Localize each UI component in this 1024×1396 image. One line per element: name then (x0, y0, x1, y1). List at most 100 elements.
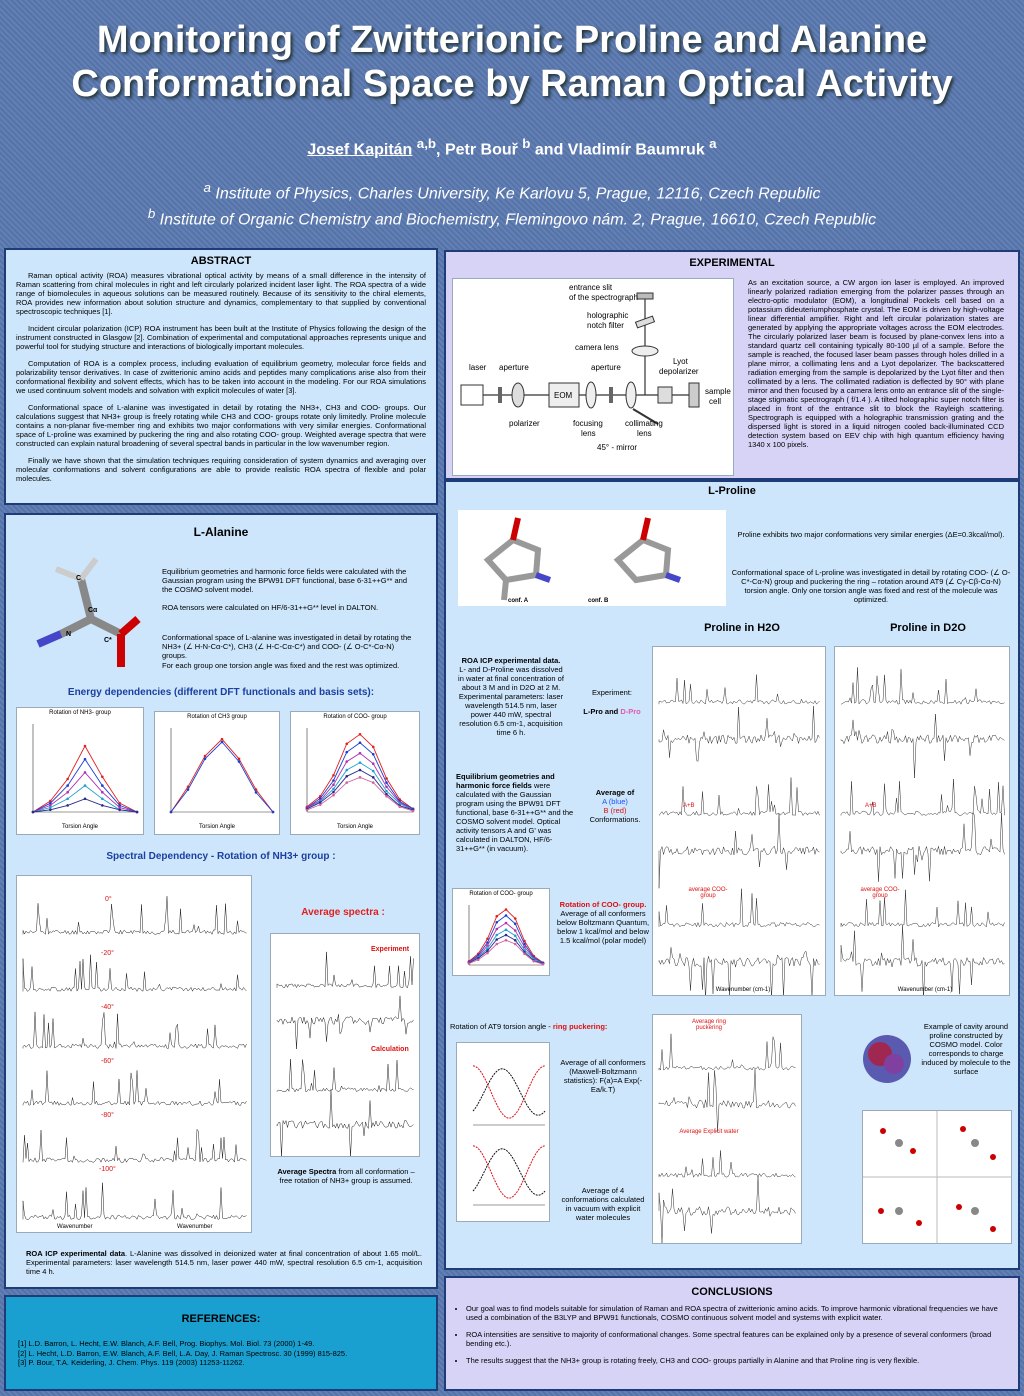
label-polarizer: polarizer (509, 419, 540, 428)
label-camera-lens: camera lens (575, 343, 619, 352)
data-point (332, 793, 335, 797)
data-point (523, 952, 526, 956)
proline-roa-note: ROA ICP experimental data. L- and D-Prol… (456, 656, 566, 737)
spectrum-trace (658, 706, 820, 762)
data-point (101, 804, 104, 807)
data-point (513, 934, 517, 938)
data-point (186, 788, 190, 791)
conclusions-list: Our goal was to find models suitable for… (446, 1304, 1018, 1365)
data-point (83, 771, 87, 774)
data-point (467, 962, 471, 965)
data-point (385, 777, 388, 780)
proline-roa-title: ROA ICP experimental data. (461, 656, 561, 665)
proline-text-2: Conformational space of L-proline was in… (731, 568, 1011, 604)
data-point (305, 808, 309, 812)
label-cell: cell (709, 397, 722, 406)
spectrum-trace (658, 947, 820, 1001)
nh3-rotation-spectra: 0° -20° -40° -60° -80° -100° Wavenumber … (16, 875, 252, 1233)
label-lyot: Lyot (673, 357, 688, 366)
label-laser: laser (469, 363, 487, 372)
spectrum-trace (658, 813, 820, 889)
data-point (66, 790, 69, 794)
label-notch-filter: notch filter (587, 321, 624, 330)
data-point (371, 769, 375, 773)
at9-heading: Rotation of AT9 torsion angle - ring puc… (450, 1022, 650, 1031)
data-point (385, 794, 388, 798)
polarizer-shape (511, 382, 525, 408)
spectrum-trace (658, 1033, 796, 1071)
spectrum-trace (658, 1069, 796, 1132)
alanine-roa-bold: ROA ICP experimental data (26, 1249, 126, 1258)
energy-chart-nh3: Rotation of NH3- group Torsion Angle (16, 707, 144, 835)
conformations-label: Conformations. (589, 815, 641, 824)
data-point (504, 908, 508, 911)
abstract-p1: Raman optical activity (ROA) measures vi… (16, 271, 426, 316)
experimental-text: As an excitation source, a CW argon ion … (748, 278, 1004, 449)
at9-curve-red (472, 1065, 546, 1119)
angle-100: -100° (99, 1166, 116, 1173)
spectrum-trace (22, 1128, 247, 1163)
data-point (345, 750, 349, 754)
avg-spectra-heading: Average spectra : (301, 907, 385, 918)
label-depolarizer: depolarizer (659, 367, 699, 376)
data-point (504, 933, 508, 937)
spectrum-trace (22, 896, 247, 936)
and-label: and (602, 707, 621, 716)
data-point (49, 804, 52, 807)
spectrum-trace (840, 811, 1005, 882)
data-point (49, 808, 52, 812)
spectrum-trace (276, 995, 414, 1050)
avg-all-note: Average of all conformers (Maxwell-Boltz… (560, 1058, 646, 1094)
data-point (385, 785, 388, 789)
data-point (66, 797, 69, 801)
conclusions-panel: CONCLUSIONS Our goal was to find models … (444, 1276, 1020, 1391)
angle-20: -20° (101, 950, 114, 957)
spectrum-trace (658, 888, 820, 928)
spectrum-trace (22, 1011, 247, 1050)
data-point (385, 789, 388, 793)
data-point (504, 921, 508, 925)
data-point (31, 810, 35, 814)
conf-b-label: conf. B (588, 598, 609, 604)
data-point (486, 941, 489, 944)
series-line (170, 738, 274, 813)
abstract-p5: Finally we have shown that the simulatio… (16, 456, 426, 483)
data-point (83, 757, 87, 761)
data-point (220, 740, 224, 744)
data-point (66, 784, 69, 787)
spectrum-trace (276, 1058, 414, 1093)
data-point (101, 797, 104, 801)
h2o-ab-label: A+B (683, 803, 695, 809)
laser-box (460, 384, 484, 406)
data-point (186, 785, 190, 789)
data-point (523, 948, 526, 952)
data-point (523, 942, 526, 946)
proline-coo-chart-title: Rotation of COO- group (469, 891, 533, 897)
data-point (101, 784, 104, 787)
data-point (495, 927, 499, 931)
proline-panel: L-Proline conf. A conf. B Proline exhibi… (444, 480, 1020, 1270)
energy-chart-coo: Rotation of COO- group Torsion Angle (290, 711, 420, 835)
data-point (332, 790, 335, 794)
proline-title: L-Proline (708, 485, 756, 497)
data-point (371, 745, 375, 749)
spectrum-trace (22, 1070, 247, 1106)
data-point (495, 942, 499, 946)
spectrum-trace (658, 777, 820, 817)
data-point (254, 791, 258, 794)
data-point (203, 754, 207, 758)
data-point (345, 781, 349, 784)
abstract-p4: Conformational space of L-alanine was in… (16, 403, 426, 448)
data-point (345, 775, 349, 778)
chart-svg-ch3 (169, 728, 275, 814)
data-point (398, 802, 402, 805)
data-point (49, 806, 52, 809)
proline-coo-svg (467, 905, 545, 966)
calc-spectra-svg (658, 1033, 796, 1244)
angle-0: 0° (105, 896, 112, 903)
alanine-roa-note: ROA ICP experimental data. L-Alanine was… (26, 1249, 422, 1276)
conf-a-label: conf. A (508, 598, 529, 604)
dpro-label: D-Pro (620, 707, 641, 716)
cavity-note: Example of cavity around proline constru… (921, 1022, 1011, 1076)
energy-chart-ch3: Rotation of CH3 group Torsion Angle (154, 711, 280, 835)
